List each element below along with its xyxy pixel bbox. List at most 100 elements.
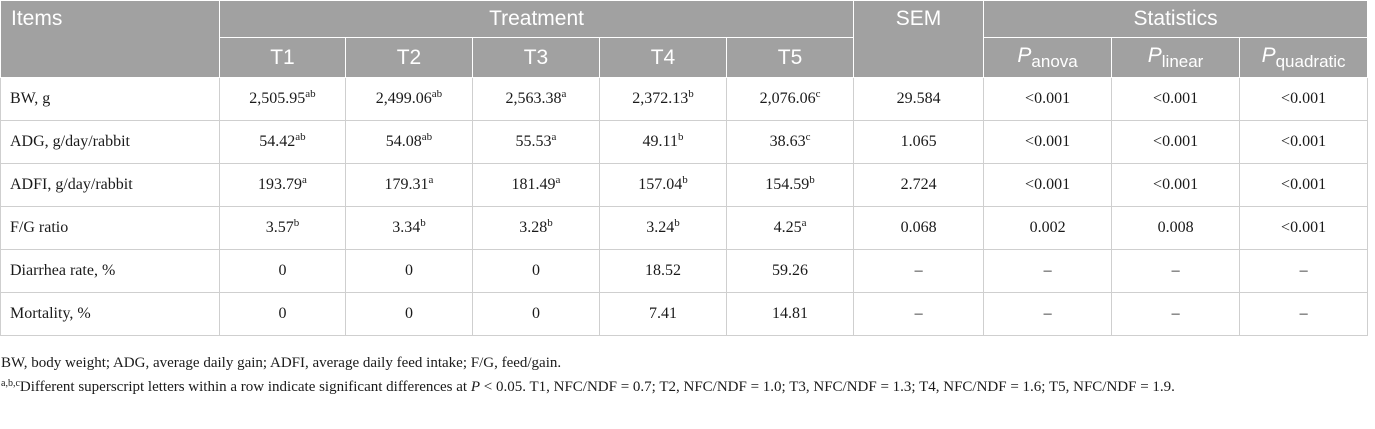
row-label: ADG, g/day/rabbit bbox=[0, 120, 220, 164]
value-number: 54.08 bbox=[385, 133, 422, 150]
p-linear-value: <0.001 bbox=[1111, 77, 1241, 121]
significance-letter: b bbox=[547, 217, 553, 229]
footnote-p: P bbox=[470, 379, 481, 395]
value-number: 4.25 bbox=[773, 219, 802, 236]
significance-letter: c bbox=[815, 88, 821, 100]
table-row: Mortality, % 0 0 0 7.41 14.81– – – – bbox=[0, 292, 1369, 336]
treatment-value-t4: 49.11b bbox=[599, 120, 727, 164]
treatment-value-t2: 3.34b bbox=[345, 206, 473, 250]
sem-value: 2.724 bbox=[853, 163, 985, 207]
significance-letter: a bbox=[561, 88, 567, 100]
p-linear-value: <0.001 bbox=[1111, 163, 1241, 207]
value-number: 154.59 bbox=[765, 176, 810, 193]
treatment-value-t4: 3.24b bbox=[599, 206, 727, 250]
treatment-value-t2: 179.31a bbox=[345, 163, 473, 207]
value-number: 0 bbox=[278, 262, 287, 279]
p-letter: P bbox=[1147, 43, 1162, 67]
p-subscript: anova bbox=[1031, 51, 1078, 71]
header-p-anova: Panova bbox=[983, 37, 1113, 78]
p-quadratic-value: – bbox=[1239, 292, 1369, 336]
p-anova-value: 0.002 bbox=[983, 206, 1113, 250]
value-number: 3.57 bbox=[265, 219, 294, 236]
header-p-linear: Plinear bbox=[1111, 37, 1241, 78]
p-quadratic-value: – bbox=[1239, 249, 1369, 293]
significance-letter: a bbox=[428, 174, 434, 186]
significance-letter: b bbox=[677, 131, 684, 143]
value-number: 157.04 bbox=[638, 176, 683, 193]
p-subscript: quadratic bbox=[1275, 51, 1346, 71]
p-subscript: linear bbox=[1161, 51, 1204, 71]
value-number: 0 bbox=[278, 305, 287, 322]
value-number: 3.34 bbox=[392, 219, 421, 236]
value-number: 2,076.06 bbox=[759, 90, 816, 107]
significance-letter: ab bbox=[421, 131, 433, 143]
row-label: BW, g bbox=[0, 77, 220, 121]
significance-letter: a bbox=[551, 131, 557, 143]
value-number: 0 bbox=[405, 262, 413, 279]
treatment-value-t1: 0 bbox=[219, 249, 346, 293]
value-number: 55.53 bbox=[515, 133, 552, 150]
treatment-value-t1: 3.57b bbox=[219, 206, 346, 250]
p-quadratic-value: <0.001 bbox=[1239, 120, 1369, 164]
treatment-value-t4: 7.41 bbox=[599, 292, 727, 336]
p-anova-value: <0.001 bbox=[983, 77, 1113, 121]
p-anova-value: <0.001 bbox=[983, 163, 1113, 207]
treatment-value-t5: 4.25a bbox=[725, 206, 855, 250]
p-linear-value: – bbox=[1111, 249, 1241, 293]
header-t1: T1 bbox=[219, 37, 346, 78]
sem-value: 29.584 bbox=[853, 77, 985, 121]
header-t2: T2 bbox=[345, 37, 473, 78]
p-linear-value: – bbox=[1111, 292, 1241, 336]
abbreviations-note: BW, body weight; ADG, average daily gain… bbox=[1, 355, 562, 371]
treatment-value-t3: 181.49a bbox=[472, 163, 600, 207]
treatment-value-t4: 18.52 bbox=[599, 249, 727, 293]
significance-letter: a bbox=[555, 174, 561, 186]
treatment-value-t2: 0 bbox=[345, 292, 473, 336]
treatment-value-t1: 2,505.95ab bbox=[219, 77, 346, 121]
significance-letter: a bbox=[801, 217, 807, 229]
row-label: Mortality, % bbox=[0, 292, 220, 336]
table-row: ADG, g/day/rabbit 54.42ab 54.08ab 55.53a 49.… bbox=[0, 120, 1369, 164]
treatment-value-t1: 0 bbox=[219, 292, 346, 336]
value-number: 59.26 bbox=[772, 262, 809, 279]
value-number: 14.81 bbox=[772, 305, 809, 322]
value-number: 193.79 bbox=[258, 176, 303, 193]
value-number: 2,372.13 bbox=[632, 90, 689, 107]
p-quadratic-value: <0.001 bbox=[1239, 77, 1369, 121]
value-number: 2,499.06 bbox=[375, 90, 432, 107]
table-row: F/G ratio 3.57b 3.34b 3.28b 3.24b 4.25a 0.068 0… bbox=[0, 206, 1369, 250]
header-t3: T3 bbox=[472, 37, 600, 78]
value-number: 3.28 bbox=[519, 219, 548, 236]
treatment-value-t2: 2,499.06ab bbox=[345, 77, 473, 121]
treatment-value-t3: 3.28b bbox=[472, 206, 600, 250]
significance-letter: b bbox=[682, 174, 688, 186]
value-number: 54.42 bbox=[259, 133, 296, 150]
significance-letter: c bbox=[805, 131, 811, 143]
treatment-value-t4: 157.04b bbox=[599, 163, 727, 207]
treatment-value-t5: 154.59b bbox=[725, 163, 855, 207]
value-number: 7.41 bbox=[649, 305, 677, 322]
header-sem: SEM bbox=[853, 0, 985, 78]
p-quadratic-value: <0.001 bbox=[1239, 206, 1369, 250]
treatment-value-t2: 54.08ab bbox=[345, 120, 473, 164]
significance-letter: b bbox=[293, 217, 300, 229]
row-label: ADFI, g/day/rabbit bbox=[0, 163, 220, 207]
value-number: 49.11 bbox=[642, 133, 678, 150]
table-body: BW, g 2,505.95ab 2,499.06ab 2,563.38a 2,372.… bbox=[0, 77, 1369, 336]
header-t4: T4 bbox=[599, 37, 727, 78]
header-t5: T5 bbox=[725, 37, 855, 78]
results-table: Items Treatment SEM Statistics T1 T2 T3 … bbox=[0, 0, 1369, 336]
significance-letter: ab bbox=[305, 88, 316, 100]
value-number: 181.49 bbox=[511, 176, 556, 193]
row-label: F/G ratio bbox=[0, 206, 220, 250]
table-row: ADFI, g/day/rabbit 193.79a 179.31a 181.49a 1… bbox=[0, 163, 1369, 207]
p-quadratic-value: <0.001 bbox=[1239, 163, 1369, 207]
value-number: 2,563.38 bbox=[505, 90, 562, 107]
significance-letter: ab bbox=[295, 131, 306, 143]
footnote-text-2: < 0.05. T1, NFC/NDF = 0.7; T2, NFC/NDF =… bbox=[480, 379, 1175, 395]
footnote-marker: a,b,c bbox=[1, 378, 20, 389]
sem-value: 1.065 bbox=[853, 120, 985, 164]
significance-letter: b bbox=[688, 88, 694, 100]
value-number: 0 bbox=[532, 262, 540, 279]
significance-letter: b bbox=[809, 174, 815, 186]
